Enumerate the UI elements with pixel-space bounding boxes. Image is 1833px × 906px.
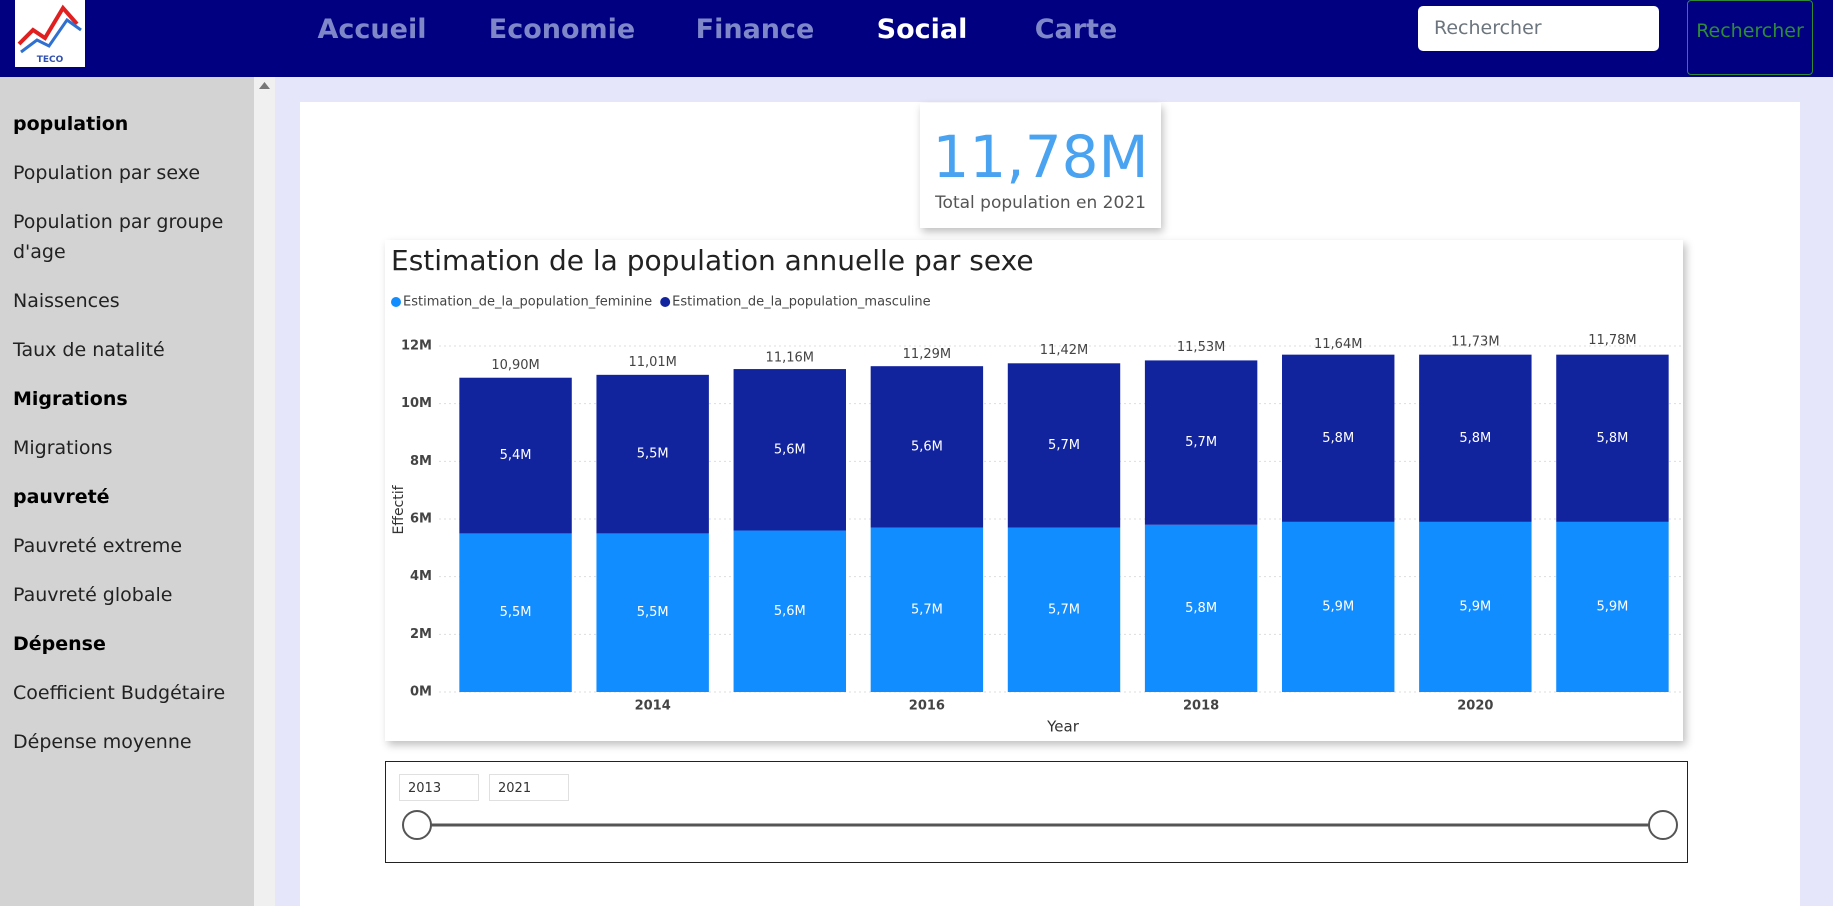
total-label: 11,64M [1314, 337, 1362, 352]
chart-title: Estimation de la population annuelle par… [391, 244, 1034, 277]
bar-segment [459, 377, 572, 534]
data-label: 5,7M [1048, 602, 1080, 617]
data-label: 5,6M [911, 439, 943, 454]
bar-segment [596, 374, 709, 534]
menu-item[interactable]: Dépense moyenne [13, 731, 192, 753]
x-tick-label: 2020 [1457, 699, 1493, 714]
slider-handle[interactable] [402, 810, 432, 840]
bar-segment [1007, 363, 1121, 528]
total-label: 11,16M [766, 351, 814, 366]
kpi-label: Total population en 2021 [935, 193, 1146, 213]
data-label: 5,9M [1596, 599, 1628, 614]
data-label: 5,4M [500, 448, 532, 463]
kpi-value: 11,78M [932, 123, 1149, 191]
y-axis-title: Effectif [391, 484, 407, 534]
legend-swatch [391, 297, 401, 307]
slicer-end[interactable]: 2021 [489, 774, 569, 801]
data-label: 5,9M [1459, 599, 1491, 614]
bar-segment [1007, 527, 1121, 692]
bar-segment [733, 530, 846, 692]
nav-link[interactable]: Finance [695, 14, 815, 45]
menu-item[interactable]: Coefficient Budgétaire [13, 682, 226, 704]
slider-handle[interactable] [1648, 810, 1678, 840]
y-tick-label: 2M [410, 627, 432, 642]
y-tick-label: 12M [401, 339, 432, 354]
data-label: 5,7M [1048, 438, 1080, 453]
bar-segment [1556, 354, 1669, 522]
data-label: 5,8M [1185, 601, 1217, 616]
bar-segment [733, 369, 846, 531]
year-slicer: 2013 2021 [385, 761, 1688, 863]
total-label: 11,78M [1588, 333, 1636, 348]
data-label: 5,7M [911, 602, 943, 617]
y-tick-label: 6M [410, 512, 432, 527]
search-button[interactable]: Rechercher [1687, 0, 1813, 75]
bar-segment [870, 366, 984, 528]
nav-link[interactable]: Accueil [317, 14, 427, 45]
menu-heading[interactable]: pauvreté [13, 486, 110, 508]
data-label: 5,8M [1596, 431, 1628, 446]
y-tick-label: 8M [410, 454, 432, 469]
total-label: 11,73M [1451, 334, 1499, 349]
menu-item[interactable]: Taux de natalité [13, 339, 165, 361]
bar-segment [459, 533, 572, 692]
sidebar: population Population par sexe Populatio… [0, 77, 254, 906]
data-label: 5,8M [1322, 431, 1354, 446]
nav-link[interactable]: Carte [1034, 14, 1118, 45]
menu-item[interactable]: Naissences [13, 290, 120, 312]
total-label: 11,53M [1177, 340, 1225, 355]
menu-heading[interactable]: Migrations [13, 388, 128, 410]
y-tick-label: 10M [401, 396, 432, 411]
total-label: 10,90M [491, 358, 539, 373]
nav-link[interactable]: Economie [488, 14, 636, 45]
data-label: 5,7M [1185, 435, 1217, 450]
search-input[interactable]: Rechercher [1418, 6, 1659, 51]
scrollbar[interactable] [254, 77, 275, 906]
legend-label: Estimation_de_la_population_feminine [403, 295, 652, 310]
x-axis-title: Year [1046, 718, 1080, 736]
bar-segment [1282, 354, 1395, 522]
bar-segment [1419, 521, 1532, 692]
kpi-card: 11,78M Total population en 2021 [920, 103, 1161, 228]
bar-segment [870, 527, 984, 692]
data-label: 5,9M [1322, 599, 1354, 614]
bar-segment [1144, 360, 1258, 525]
y-tick-label: 0M [410, 685, 432, 700]
bar-segment [1144, 524, 1258, 692]
menu-item[interactable]: Migrations [13, 437, 113, 459]
x-tick-label: 2016 [909, 699, 945, 714]
data-label: 5,8M [1459, 431, 1491, 446]
data-label: 5,6M [774, 604, 806, 619]
data-label: 5,5M [500, 605, 532, 620]
navbar: TECO Accueil Economie Finance Social Car… [0, 0, 1833, 77]
chart: Estimation de la population annuelle par… [385, 240, 1683, 741]
total-label: 11,29M [903, 347, 951, 362]
data-label: 5,5M [637, 447, 669, 462]
menu-item[interactable]: Pauvreté extreme [13, 535, 183, 557]
legend-swatch [660, 297, 671, 307]
slicer-start[interactable]: 2013 [399, 774, 479, 801]
total-label: 11,01M [628, 355, 676, 370]
data-label: 5,6M [774, 442, 806, 457]
data-label: 5,5M [637, 605, 669, 620]
menu-heading[interactable]: Dépense [13, 633, 106, 655]
bar-segment [1282, 521, 1395, 692]
bar-segment [1556, 521, 1669, 692]
logo[interactable]: TECO [15, 0, 85, 67]
menu-heading[interactable]: population [13, 113, 129, 135]
bar-segment [1419, 354, 1532, 522]
x-tick-label: 2014 [635, 699, 671, 714]
total-label: 11,42M [1040, 343, 1088, 358]
legend-label: Estimation_de_la_population_masculine [672, 295, 930, 310]
y-tick-label: 4M [410, 569, 432, 584]
logo-text: TECO [37, 55, 64, 65]
x-tick-label: 2018 [1183, 699, 1219, 714]
menu-item[interactable]: Pauvreté globale [13, 584, 173, 606]
menu-item[interactable]: Population par sexe [13, 162, 201, 184]
menu-item[interactable]: Population par groupe d'age [13, 211, 224, 263]
slider [402, 810, 1678, 840]
nav-link[interactable]: Social [876, 14, 968, 45]
bar-segment [596, 533, 709, 692]
